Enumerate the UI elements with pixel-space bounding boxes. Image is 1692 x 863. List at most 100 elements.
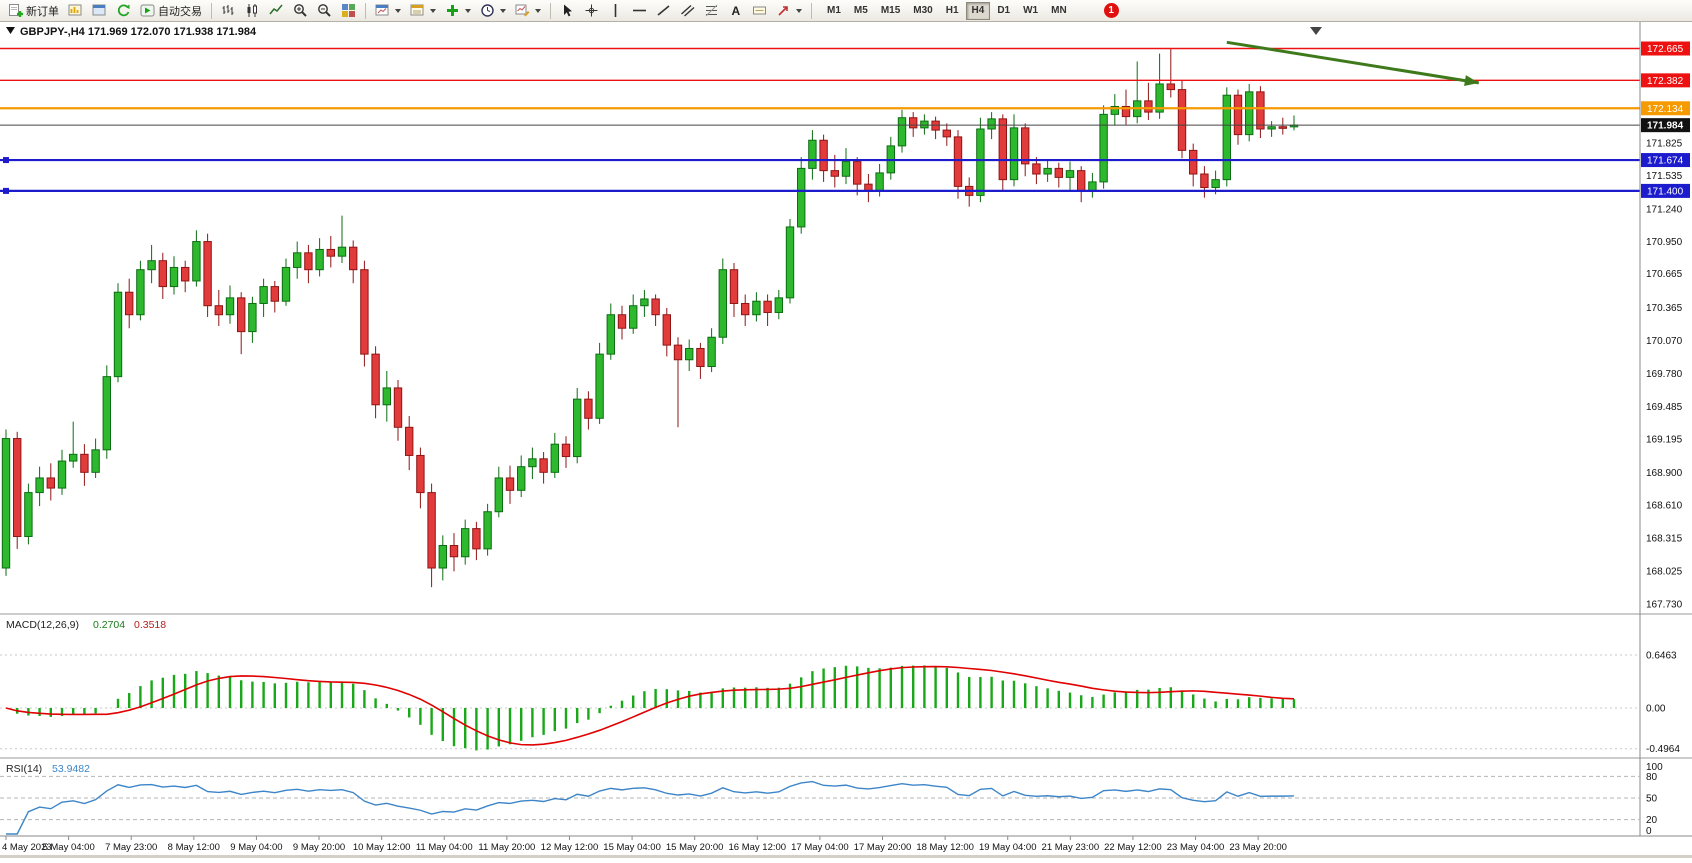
trend-arrow-line[interactable] [1226,40,1480,85]
bullish-candle [192,241,201,282]
horizontal-line-button[interactable] [628,1,651,21]
symbol-dropdown-icon[interactable] [6,27,15,34]
bearish-candle [427,492,436,569]
bullish-candle [169,266,179,288]
bullish-candle [259,286,268,304]
bullish-candle [337,246,347,257]
bearish-candle [393,387,403,428]
bullish-candle [1088,181,1097,192]
indicators-button[interactable] [441,1,475,21]
chart-title: GBPJPY-,H4 171.969 172.070 171.938 171.9… [20,26,257,38]
trendline-button[interactable] [652,1,675,21]
refresh-button[interactable] [112,1,135,21]
price-axis-label: 168.025 [1646,566,1683,577]
rsi-line [6,780,1295,835]
chart-candles-button[interactable] [241,1,264,21]
new-order-button[interactable]: 新订单 [4,1,63,21]
timeframe-m5-button[interactable]: M5 [848,2,874,20]
bearish-candle [360,269,369,355]
toolbar-separator [811,2,812,19]
time-axis-label: 11 May 20:00 [478,842,535,853]
new-chart-button[interactable] [64,1,87,21]
chart-shift-marker[interactable] [1310,27,1322,35]
timeframe-d1-button[interactable]: D1 [991,2,1016,20]
line-handle[interactable] [3,157,9,164]
vertical-line-button[interactable] [604,1,627,21]
bearish-candle [203,241,212,307]
channel-button[interactable] [676,1,699,21]
bullish-candle [1009,127,1019,181]
toolbar-separator [211,2,212,19]
profiles-dropdown-button[interactable] [406,1,440,21]
bullish-candle [774,297,783,313]
periods-button[interactable] [476,1,510,21]
text-label-button[interactable] [748,1,771,21]
zoom-out-button[interactable] [313,1,336,21]
bullish-candle [595,353,604,419]
chart-bars-button[interactable] [217,1,240,21]
rsi-axis-label: 80 [1646,772,1658,783]
macd-axis-label: 0.00 [1646,704,1666,715]
toolbar-separator [365,2,366,19]
bullish-candle [494,477,504,513]
price-level-tag [1641,153,1690,168]
text-button[interactable]: A [724,1,747,21]
bearish-candle [1054,167,1063,178]
bullish-candle [920,120,929,129]
indicators-plus-icon [447,5,458,16]
crosshair-button[interactable] [580,1,603,21]
line-handle[interactable] [3,187,9,194]
bullish-candle [1155,83,1164,113]
bearish-candle [909,117,918,129]
bearish-candle [539,458,548,473]
bullish-candle [35,477,44,494]
bearish-candle [13,438,22,537]
bullish-candle [797,167,806,228]
time-axis-label: 15 May 20:00 [666,842,724,853]
price-axis-label: 168.900 [1646,468,1683,479]
bullish-candle [718,269,727,338]
profiles-button[interactable] [88,1,111,21]
bullish-candle [438,544,448,569]
tile-windows-button[interactable] [337,1,360,21]
timeframe-h4-button[interactable]: H4 [965,1,991,20]
price-level-tag-label: 172.382 [1647,76,1684,87]
bullish-candle [57,460,67,489]
new-chart-dropdown-button[interactable] [371,1,405,21]
rsi-panel-area[interactable] [0,758,1640,836]
timeframe-mn-button[interactable]: MN [1045,2,1073,20]
bullish-candle [1065,170,1075,178]
bullish-candle [976,128,985,196]
chart-line-button[interactable] [265,1,288,21]
bullish-candle [550,443,559,473]
timeframe-m30-button[interactable]: M30 [907,2,938,20]
notification-badge[interactable]: 1 [1103,3,1119,18]
new-order-icon [9,4,23,17]
timeframe-m1-button[interactable]: M1 [821,2,847,20]
price-axis-label: 168.610 [1646,500,1683,511]
bearish-candle [1144,100,1153,113]
bullish-candle [91,449,100,473]
tile-windows-icon [342,4,355,17]
timeframe-m15-button[interactable]: M15 [875,2,906,20]
bearish-candle [1256,91,1265,130]
bearish-candle [416,454,425,494]
time-axis-label: 4 May 2023 [2,842,52,853]
timeframe-w1-button[interactable]: W1 [1017,2,1044,20]
fibonacci-button[interactable] [700,1,723,21]
toolbar: 新订单 自动交易 [0,0,1692,22]
templates-button[interactable] [511,1,545,21]
price-level-tag-label: 171.674 [1647,156,1684,167]
bullish-candle [528,458,537,468]
bearish-candle [830,170,839,177]
bullish-candle [1,438,11,569]
autotrading-button[interactable]: 自动交易 [136,1,206,21]
zoom-in-button[interactable] [289,1,312,21]
bearish-candle [763,300,772,313]
main-chart-plot-area[interactable] [0,22,1640,614]
timeframe-h1-button[interactable]: H1 [940,2,965,20]
cursor-button[interactable] [556,1,579,21]
arrows-button[interactable] [772,1,806,21]
trend-arrow-head[interactable] [1464,75,1479,87]
macd-panel-area[interactable] [0,614,1640,758]
